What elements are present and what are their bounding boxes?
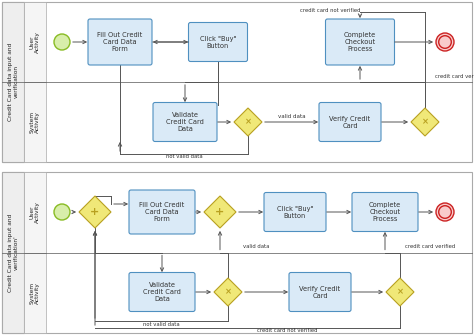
Text: credit card not verified: credit card not verified bbox=[300, 7, 360, 12]
FancyBboxPatch shape bbox=[153, 103, 217, 141]
Text: Click "Buy"
Button: Click "Buy" Button bbox=[277, 205, 313, 218]
Text: not valid data: not valid data bbox=[143, 322, 180, 327]
Text: ×: × bbox=[225, 287, 231, 296]
Polygon shape bbox=[386, 278, 414, 306]
Polygon shape bbox=[411, 108, 439, 136]
Text: System
Activity: System Activity bbox=[29, 111, 40, 133]
Polygon shape bbox=[214, 278, 242, 306]
Text: System
Activity: System Activity bbox=[29, 282, 40, 304]
Text: +: + bbox=[91, 207, 100, 217]
FancyBboxPatch shape bbox=[88, 19, 152, 65]
FancyBboxPatch shape bbox=[289, 272, 351, 312]
Text: Fill Out Credit
Card Data
Form: Fill Out Credit Card Data Form bbox=[139, 202, 185, 222]
Bar bbox=[2, 172, 24, 333]
FancyBboxPatch shape bbox=[352, 193, 418, 231]
Text: ×: × bbox=[421, 118, 428, 127]
FancyBboxPatch shape bbox=[264, 193, 326, 231]
Bar bbox=[24, 2, 46, 82]
Text: valid data: valid data bbox=[278, 115, 305, 120]
Text: credit card verified: credit card verified bbox=[435, 73, 474, 78]
Polygon shape bbox=[234, 108, 262, 136]
Text: ×: × bbox=[396, 287, 403, 296]
Circle shape bbox=[54, 204, 70, 220]
Text: valid data: valid data bbox=[243, 244, 269, 249]
FancyBboxPatch shape bbox=[319, 103, 381, 141]
FancyBboxPatch shape bbox=[326, 19, 394, 65]
Text: User
Activity: User Activity bbox=[29, 201, 40, 223]
Text: +: + bbox=[215, 207, 225, 217]
Bar bbox=[2, 2, 24, 162]
Text: Complete
Checkout
Process: Complete Checkout Process bbox=[369, 202, 401, 222]
Bar bbox=[24, 253, 46, 333]
FancyBboxPatch shape bbox=[129, 272, 195, 312]
Text: Validate
Credit Card
Data: Validate Credit Card Data bbox=[143, 282, 181, 302]
Polygon shape bbox=[204, 196, 236, 228]
Text: Click "Buy"
Button: Click "Buy" Button bbox=[200, 36, 236, 49]
Text: Credit Card data input and
verification': Credit Card data input and verification' bbox=[8, 213, 18, 292]
Bar bbox=[2, 2, 472, 162]
Text: not valid data: not valid data bbox=[166, 154, 202, 159]
Text: Fill Out Credit
Card Data
Form: Fill Out Credit Card Data Form bbox=[97, 32, 143, 52]
Text: Validate
Credit Card
Data: Validate Credit Card Data bbox=[166, 112, 204, 132]
Bar bbox=[24, 82, 46, 162]
Text: Verify Credit
Card: Verify Credit Card bbox=[329, 116, 371, 129]
Text: ×: × bbox=[245, 118, 252, 127]
Text: credit card not verified: credit card not verified bbox=[257, 329, 318, 334]
Circle shape bbox=[436, 203, 454, 221]
Text: User
Activity: User Activity bbox=[29, 31, 40, 53]
Bar bbox=[24, 172, 46, 253]
Text: credit card verified: credit card verified bbox=[405, 244, 455, 249]
FancyBboxPatch shape bbox=[129, 190, 195, 234]
Circle shape bbox=[54, 34, 70, 50]
Circle shape bbox=[436, 33, 454, 51]
Text: Complete
Checkout
Process: Complete Checkout Process bbox=[344, 32, 376, 52]
Text: Credit Card data input and
verification: Credit Card data input and verification bbox=[8, 43, 18, 121]
FancyBboxPatch shape bbox=[189, 22, 247, 62]
Text: Verify Credit
Card: Verify Credit Card bbox=[300, 285, 340, 298]
Bar bbox=[2, 172, 472, 333]
Polygon shape bbox=[79, 196, 111, 228]
